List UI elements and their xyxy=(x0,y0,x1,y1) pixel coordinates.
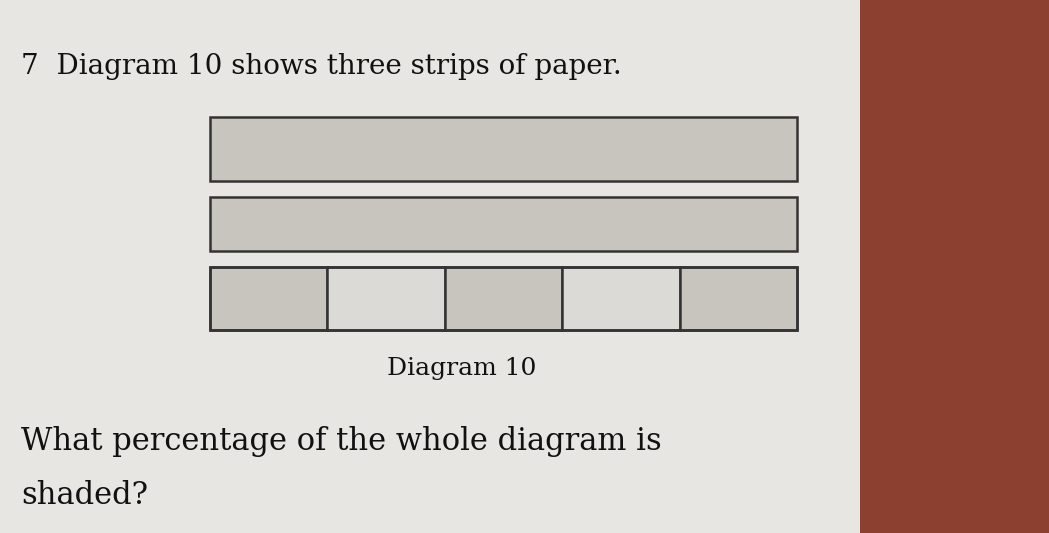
Bar xyxy=(210,197,797,251)
Bar xyxy=(210,266,327,330)
Bar xyxy=(562,266,680,330)
Bar xyxy=(210,266,797,330)
Text: shaded?: shaded? xyxy=(21,480,148,511)
Bar xyxy=(680,266,797,330)
Bar xyxy=(210,117,797,181)
Bar xyxy=(445,266,562,330)
Bar xyxy=(327,266,445,330)
Text: What percentage of the whole diagram is: What percentage of the whole diagram is xyxy=(21,426,662,457)
Text: Diagram 10: Diagram 10 xyxy=(387,357,536,380)
Bar xyxy=(860,0,1049,533)
Text: 7  Diagram 10 shows three strips of paper.: 7 Diagram 10 shows three strips of paper… xyxy=(21,53,622,80)
